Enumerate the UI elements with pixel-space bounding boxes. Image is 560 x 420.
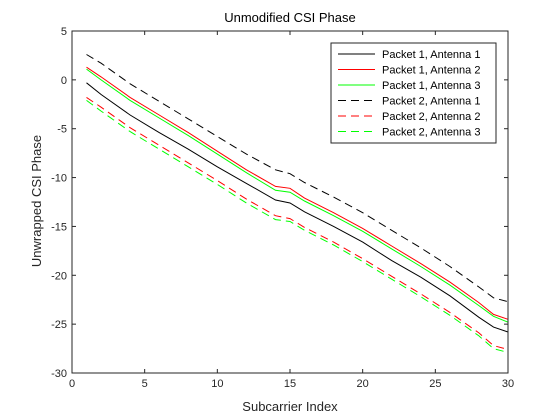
y-axis-title: Unwrapped CSI Phase bbox=[29, 135, 44, 267]
x-tick-label: 0 bbox=[69, 378, 75, 390]
x-tick-label: 10 bbox=[211, 378, 223, 390]
y-tick-label: 5 bbox=[61, 26, 67, 38]
y-tick-label: -25 bbox=[51, 319, 67, 331]
legend-label: Packet 2, Antenna 2 bbox=[382, 111, 480, 123]
y-tick-label: -30 bbox=[51, 368, 67, 380]
legend: Packet 1, Antenna 1 Packet 1, Antenna 2 Pa… bbox=[331, 43, 496, 143]
x-axis-title: Subcarrier Index bbox=[242, 399, 338, 414]
x-tick-label: 5 bbox=[142, 378, 148, 390]
y-tick-label: -5 bbox=[57, 124, 67, 136]
y-tick-label: 0 bbox=[61, 75, 67, 87]
y-tick-label: -15 bbox=[51, 221, 67, 233]
y-tick-label: -20 bbox=[51, 270, 67, 282]
y-tick-label: -10 bbox=[51, 173, 67, 185]
legend-label: Packet 1, Antenna 2 bbox=[382, 65, 480, 77]
x-tick-label: 25 bbox=[429, 378, 441, 390]
x-tick-label: 15 bbox=[284, 378, 296, 390]
legend-label: Packet 2, Antenna 3 bbox=[382, 127, 480, 139]
legend-label: Packet 1, Antenna 1 bbox=[382, 49, 480, 61]
x-tick-label: 20 bbox=[357, 378, 369, 390]
legend-label: Packet 2, Antenna 1 bbox=[382, 96, 480, 108]
x-tick-label: 30 bbox=[502, 378, 514, 390]
legend-label: Packet 1, Antenna 3 bbox=[382, 80, 480, 92]
chart-title: Unmodified CSI Phase bbox=[224, 10, 356, 25]
